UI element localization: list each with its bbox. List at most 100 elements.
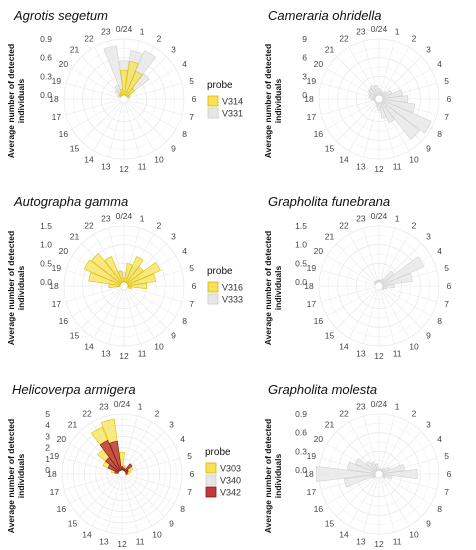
hour-label: 5: [444, 451, 449, 461]
radial-tick-label: 1.0: [40, 240, 52, 250]
hour-label: 18: [304, 94, 314, 104]
radial-tick-labels: 0.0 0.5 1.0 1.5: [295, 221, 307, 287]
legend-swatch-V333: [207, 293, 219, 305]
hour-label: 20: [59, 246, 69, 256]
bar-V316-hour-7: [127, 286, 132, 290]
hour-label: 1: [140, 26, 145, 36]
hour-label: 5: [444, 76, 449, 86]
polar-grid: [63, 38, 185, 160]
hour-label: 1: [395, 26, 400, 36]
y-axis-label: Average number of detectedindividuals: [6, 231, 26, 345]
hour-label: 0/24: [371, 24, 388, 34]
legend-swatch-V340: [205, 474, 217, 486]
bar-V342-hour-23: [109, 440, 122, 471]
hour-label: 7: [189, 112, 194, 122]
polar-grid: [318, 225, 440, 347]
legend: probe V303 V340 V342: [205, 447, 241, 498]
hour-label: 0/24: [371, 399, 388, 409]
hour-label: 20: [314, 434, 324, 444]
hour-label: 13: [101, 349, 111, 359]
hour-label: 20: [314, 59, 324, 69]
panel-6: Grapholita molesta Average number of dete…: [263, 382, 452, 549]
radial-tick-label: 0.3: [40, 71, 52, 81]
hour-label: 14: [82, 530, 92, 540]
hour-label: 6: [190, 469, 195, 479]
panel-title: Autographa gamma: [13, 194, 128, 209]
bar-V333-hour-8: [381, 287, 385, 290]
hour-label: 7: [444, 487, 449, 497]
hour-label: 15: [325, 330, 335, 340]
hour-label: 1: [140, 213, 145, 223]
bar-V314-hour-23: [119, 88, 124, 96]
legend-swatch-V342: [205, 486, 217, 498]
hour-label: 10: [152, 530, 162, 540]
hour-label: 4: [437, 434, 442, 444]
hour-label: 8: [437, 504, 442, 514]
radial-tick-label: 1.5: [295, 221, 307, 231]
radial-tick-label: 0.5: [295, 258, 307, 268]
radial-tick-label: 0.0: [40, 90, 52, 100]
legend-swatch-V303: [205, 462, 217, 474]
radial-tick-label: 0: [45, 465, 50, 475]
legend-swatch-V316: [207, 281, 219, 293]
hour-label: 3: [171, 45, 176, 55]
hour-label: 22: [84, 220, 94, 230]
hour-label: 5: [187, 451, 192, 461]
hour-label: 2: [412, 33, 417, 43]
y-axis-label: Average number of detectedindividuals: [6, 419, 26, 533]
bar-V340-hour-8: [381, 475, 386, 479]
radial-tick-label: 5: [45, 409, 50, 419]
hour-label: 4: [182, 59, 187, 69]
panel-title: Helicoverpa armigera: [12, 382, 136, 397]
legend-label-V303: V303: [220, 464, 241, 474]
hour-label: 8: [182, 316, 187, 326]
bar-V331-hour-23: [373, 84, 379, 96]
hour-label: 6: [447, 469, 452, 479]
hour-label: 14: [339, 155, 349, 165]
hour-labels: 0/24 123456789101112131415161718192021222…: [304, 211, 451, 361]
hour-label: 5: [444, 263, 449, 273]
hour-label: 22: [84, 33, 94, 43]
hour-label: 4: [180, 434, 185, 444]
hour-label: 16: [59, 129, 69, 139]
hour-label: 8: [437, 316, 442, 326]
legend: probe V314 V331: [207, 80, 243, 119]
hour-label: 15: [325, 518, 335, 528]
radial-tick-label: 0.0: [295, 277, 307, 287]
radial-tick-label: 0.9: [40, 34, 52, 44]
hour-label: 13: [356, 162, 366, 172]
radial-tick-label: 1.0: [295, 240, 307, 250]
hour-label: 9: [426, 518, 431, 528]
y-axis-label: Average number of detectedindividuals: [6, 44, 26, 158]
panel-4: Grapholita funebrana Average number of de…: [263, 194, 452, 361]
radial-tick-label: 0.9: [295, 409, 307, 419]
hour-label: 0/24: [371, 211, 388, 221]
legend-label-V314: V314: [222, 97, 243, 107]
series-V314: [118, 60, 143, 98]
hour-label: 23: [356, 401, 366, 411]
panel-1: Agrotis segetum Average number of detecte…: [6, 8, 243, 174]
hour-label: 4: [182, 246, 187, 256]
radial-tick-labels: 0.0 0.3 0.6 0.9: [40, 34, 52, 100]
series-V342: [99, 440, 133, 475]
panel-5: Helicoverpa armigera Average number of de…: [6, 382, 241, 549]
hour-label: 12: [374, 539, 384, 549]
hour-label: 0/24: [116, 24, 133, 34]
series-V331: [368, 84, 432, 140]
hour-label: 12: [119, 351, 129, 361]
bar-V333-hour-23: [376, 279, 379, 283]
hour-label: 14: [339, 530, 349, 540]
hour-label: 7: [187, 487, 192, 497]
radial-tick-label: 1.5: [40, 221, 52, 231]
hour-label: 9: [169, 518, 174, 528]
hour-label: 12: [119, 164, 129, 174]
radial-tick-label: 0.3: [295, 446, 307, 456]
radial-tick-label: 4: [45, 420, 50, 430]
hour-label: 22: [339, 408, 349, 418]
radial-tick-label: 9: [302, 34, 307, 44]
hour-label: 21: [70, 232, 80, 242]
hour-label: 21: [70, 45, 80, 55]
hour-label: 6: [447, 94, 452, 104]
hour-label: 9: [426, 143, 431, 153]
